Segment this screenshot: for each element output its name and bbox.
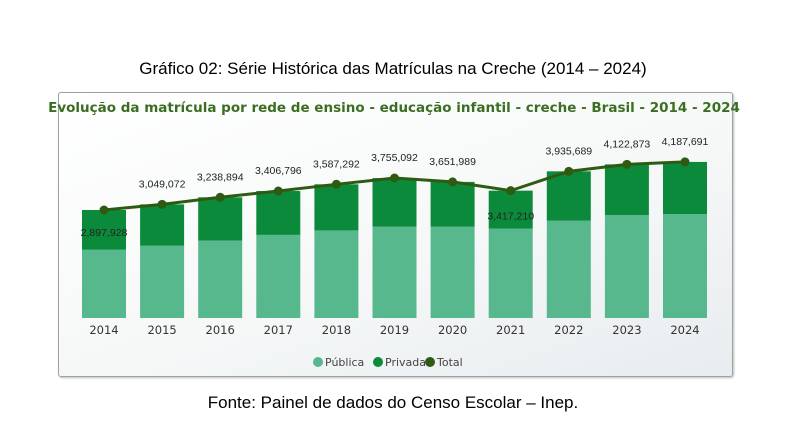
data-label: 3,755,092 — [371, 152, 418, 164]
bar-publica-2016 — [198, 240, 243, 318]
bar-privada-2017 — [256, 191, 301, 235]
total-point-2017 — [273, 186, 283, 196]
bar-publica-2019 — [372, 226, 417, 318]
bar-privada-2014 — [82, 210, 126, 250]
data-label: 3,935,689 — [545, 145, 592, 157]
bar-publica-2021 — [488, 228, 533, 318]
legend-marker-total — [425, 357, 435, 367]
data-label: 3,417,210 — [487, 211, 534, 223]
data-label: 3,587,292 — [313, 158, 360, 170]
data-label: 2,897,928 — [81, 227, 128, 239]
bar-privada-2022 — [546, 171, 591, 221]
bar-publica-2015 — [140, 245, 185, 318]
bar-privada-2024 — [663, 161, 707, 215]
bar-publica-2022 — [546, 220, 591, 318]
bar-publica-2024 — [663, 214, 707, 318]
x-tick-label: 2018 — [322, 323, 351, 337]
legend-label: Total — [436, 356, 463, 369]
bar-privada-2015 — [140, 204, 185, 246]
x-tick-label: 2014 — [89, 323, 118, 337]
data-label: 3,049,072 — [139, 178, 186, 190]
legend-marker-privada — [373, 357, 383, 367]
chart-title: Evolução da matrícula por rede de ensino… — [48, 100, 740, 116]
figure-caption: Gráfico 02: Série Histórica das Matrícul… — [139, 59, 647, 78]
x-tick-label: 2022 — [554, 323, 583, 337]
x-tick-label: 2023 — [612, 323, 641, 337]
data-label: 4,187,691 — [662, 136, 709, 148]
total-point-2020 — [448, 177, 458, 187]
bar-privada-2019 — [372, 178, 417, 227]
bar-publica-2014 — [82, 249, 126, 318]
bar-privada-2020 — [430, 181, 475, 227]
legend-label: Privada — [385, 356, 426, 369]
total-point-2024 — [680, 157, 690, 167]
bar-privada-2018 — [314, 184, 359, 231]
x-tick-label: 2024 — [670, 323, 699, 337]
x-tick-label: 2016 — [206, 323, 235, 337]
source-note: Fonte: Painel de dados do Censo Escolar … — [207, 393, 579, 412]
bar-publica-2018 — [314, 230, 359, 318]
x-tick-label: 2015 — [147, 323, 176, 337]
total-point-2018 — [331, 179, 341, 189]
total-point-2023 — [622, 159, 632, 169]
bar-privada-2021 — [488, 190, 533, 229]
total-point-2022 — [564, 166, 574, 176]
total-point-2019 — [390, 173, 399, 183]
legend-marker-pública — [313, 357, 323, 367]
data-label: 3,238,894 — [197, 171, 244, 183]
legend-label: Pública — [325, 356, 364, 369]
bar-publica-2023 — [604, 215, 649, 318]
x-tick-label: 2017 — [264, 323, 293, 337]
bar-publica-2017 — [256, 234, 301, 318]
data-label: 4,122,873 — [604, 138, 651, 150]
x-tick-label: 2019 — [380, 323, 409, 337]
bar-privada-2016 — [198, 197, 243, 241]
total-point-2016 — [215, 192, 225, 202]
x-tick-label: 2020 — [438, 323, 467, 337]
total-point-2021 — [506, 186, 516, 196]
data-label: 3,406,796 — [255, 165, 302, 177]
bar-publica-2020 — [430, 226, 475, 318]
bar-privada-2023 — [604, 164, 649, 216]
data-label: 3,651,989 — [429, 156, 476, 168]
total-point-2015 — [157, 199, 167, 209]
x-tick-label: 2021 — [496, 323, 525, 337]
total-point-2014 — [99, 205, 109, 215]
